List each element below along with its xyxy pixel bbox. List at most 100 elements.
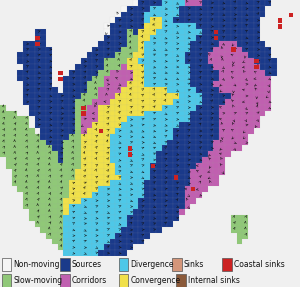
Bar xyxy=(121,215,127,221)
Bar xyxy=(110,215,116,221)
Bar xyxy=(254,46,260,52)
Bar xyxy=(242,64,248,70)
Bar xyxy=(150,169,156,174)
Bar xyxy=(202,116,208,122)
Bar xyxy=(110,192,116,198)
Bar xyxy=(75,192,81,198)
Bar xyxy=(219,169,225,174)
Bar xyxy=(29,105,34,110)
Bar xyxy=(6,146,11,151)
Bar xyxy=(260,82,266,87)
Bar xyxy=(248,12,254,18)
Bar xyxy=(139,163,144,169)
Bar xyxy=(69,210,75,215)
Bar xyxy=(46,163,52,169)
Bar xyxy=(190,41,196,46)
Bar xyxy=(156,46,161,52)
Bar xyxy=(190,198,196,204)
Bar xyxy=(167,58,173,64)
Bar xyxy=(150,151,156,157)
Bar xyxy=(104,70,110,76)
Bar xyxy=(167,174,173,180)
Bar xyxy=(254,82,260,87)
Bar xyxy=(225,35,231,41)
Bar xyxy=(58,180,64,186)
Bar xyxy=(254,29,260,35)
Bar xyxy=(69,110,75,116)
Bar xyxy=(139,76,144,82)
Bar xyxy=(242,99,248,105)
Bar xyxy=(46,210,52,215)
Bar xyxy=(202,128,208,134)
Bar xyxy=(92,99,98,105)
Bar xyxy=(156,174,161,180)
Bar xyxy=(81,134,86,140)
Bar xyxy=(110,151,116,157)
Bar xyxy=(214,23,219,29)
Bar xyxy=(81,198,86,204)
Bar xyxy=(248,46,254,52)
Bar xyxy=(242,23,248,29)
Bar xyxy=(121,46,127,52)
Bar xyxy=(190,93,196,99)
Bar xyxy=(81,82,86,87)
Bar xyxy=(69,82,75,87)
Bar xyxy=(133,105,139,110)
Bar xyxy=(98,146,104,151)
Bar xyxy=(75,215,81,221)
Bar xyxy=(17,58,23,64)
Bar xyxy=(133,29,139,35)
Bar xyxy=(144,186,150,192)
Bar xyxy=(116,174,121,180)
Bar xyxy=(173,140,179,146)
Bar xyxy=(150,52,156,58)
Bar xyxy=(214,36,218,40)
Bar xyxy=(75,140,81,146)
Bar xyxy=(116,18,121,23)
Bar xyxy=(202,41,208,46)
Bar xyxy=(190,192,196,198)
Bar xyxy=(133,221,139,227)
Bar xyxy=(52,169,58,174)
Bar xyxy=(150,163,156,169)
Bar xyxy=(214,157,219,163)
Bar xyxy=(81,151,86,157)
Bar xyxy=(254,52,260,58)
Bar xyxy=(92,87,98,93)
Bar xyxy=(52,122,58,128)
Bar xyxy=(11,110,17,116)
Bar xyxy=(64,233,69,238)
Bar xyxy=(98,250,104,256)
Bar xyxy=(144,6,150,12)
Bar xyxy=(266,99,271,105)
Bar xyxy=(116,93,121,99)
Bar xyxy=(156,64,161,70)
Bar xyxy=(236,70,242,76)
Bar xyxy=(173,210,179,215)
Bar xyxy=(208,122,214,128)
Bar xyxy=(92,238,98,244)
Bar xyxy=(248,128,254,134)
Bar xyxy=(139,233,144,238)
Bar xyxy=(34,174,40,180)
Bar xyxy=(248,70,254,76)
Bar xyxy=(156,110,161,116)
Bar xyxy=(86,163,92,169)
Bar xyxy=(75,99,81,105)
Bar xyxy=(161,46,167,52)
Bar xyxy=(202,163,208,169)
Bar xyxy=(104,180,110,186)
Bar xyxy=(242,140,248,146)
Bar xyxy=(260,105,266,110)
Bar xyxy=(34,163,40,169)
Bar xyxy=(161,169,167,174)
Bar xyxy=(40,192,46,198)
Bar xyxy=(150,210,156,215)
Bar xyxy=(23,140,29,146)
Bar xyxy=(86,128,92,134)
Bar xyxy=(150,6,156,12)
Bar xyxy=(133,204,139,210)
Bar xyxy=(40,105,46,110)
Bar xyxy=(219,105,225,110)
Bar xyxy=(150,99,156,105)
